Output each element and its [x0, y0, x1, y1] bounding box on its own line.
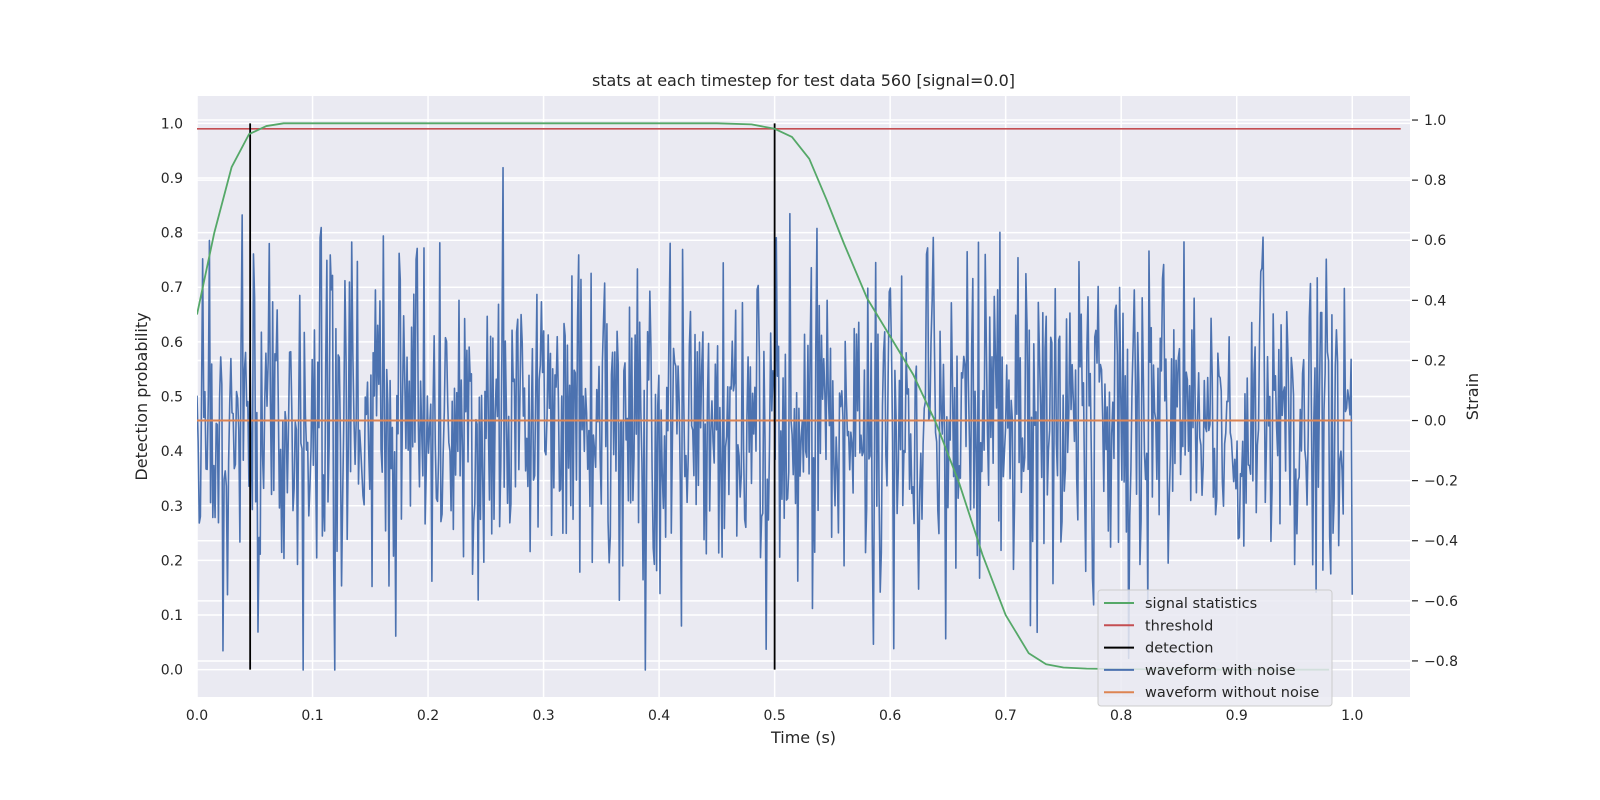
legend: signal statistics threshold detection wavef… — [1097, 589, 1333, 707]
chart-title: stats at each timestep for test data 560… — [592, 71, 1015, 90]
y-axis-right-label: Strain — [1463, 373, 1482, 420]
series-signal-statistics — [197, 122, 1330, 671]
x-tick-label: 0.4 — [648, 708, 670, 724]
x-axis-label: Time (s) — [770, 728, 836, 747]
y-right-tick-label: −0.4 — [1424, 534, 1458, 550]
x-tick-label: 0.2 — [417, 708, 439, 724]
x-tick-label: 0.5 — [763, 708, 785, 724]
legend-label: waveform with noise — [1145, 663, 1296, 679]
x-tick-label: 0.9 — [1226, 708, 1248, 724]
y-left-tick-label: 0.2 — [161, 553, 183, 569]
legend-label: detection — [1145, 641, 1213, 657]
x-tick-label: 0.7 — [995, 708, 1017, 724]
legend-box — [1097, 589, 1333, 707]
x-tick-label: 1.0 — [1341, 708, 1363, 724]
y-left-tick-label: 0.5 — [161, 390, 183, 406]
plot-content — [197, 122, 1401, 671]
y-left-tick-label: 0.6 — [161, 335, 183, 351]
y-left-tick-label: 0.3 — [161, 499, 183, 515]
y-axis-left-label: Detection probability — [132, 312, 151, 480]
y-left-tick-label: 1.0 — [161, 116, 183, 132]
y-right-tick-label: −0.6 — [1424, 594, 1458, 610]
y-left-tick-label: 0.1 — [161, 608, 183, 624]
x-tick-label: 0.6 — [879, 708, 901, 724]
y-left-tick-label: 0.0 — [161, 663, 183, 679]
y-right-tick-label: 0.8 — [1424, 173, 1446, 189]
y-left-tick-label: 0.8 — [161, 226, 183, 242]
y-left-tick-label: 0.7 — [161, 280, 183, 296]
legend-label: threshold — [1145, 618, 1213, 634]
tick-labels: 0.0 0.1 0.2 0.3 0.4 0.5 0.6 0.7 0.8 0.9 1.0 0.0 0.1 0… — [161, 113, 1458, 724]
x-tick-label: 0.0 — [186, 708, 208, 724]
y-right-tick-label: −0.8 — [1424, 654, 1458, 670]
y-left-tick-label: 0.4 — [161, 444, 183, 460]
x-tick-label: 0.1 — [301, 708, 323, 724]
y-right-tick-label: −0.2 — [1424, 474, 1458, 490]
y-right-tick-label: 0.6 — [1424, 233, 1446, 249]
y-right-tick-label: 0.0 — [1424, 414, 1446, 430]
y-right-tick-label: 0.2 — [1424, 353, 1446, 369]
y-right-tick-label: 1.0 — [1424, 113, 1446, 129]
legend-label: waveform without noise — [1145, 685, 1319, 701]
x-tick-label: 0.3 — [532, 708, 554, 724]
x-tick-label: 0.8 — [1110, 708, 1132, 724]
y-right-tick-label: 0.4 — [1424, 293, 1446, 309]
y-left-tick-label: 0.9 — [161, 171, 183, 187]
legend-label: signal statistics — [1145, 596, 1257, 612]
